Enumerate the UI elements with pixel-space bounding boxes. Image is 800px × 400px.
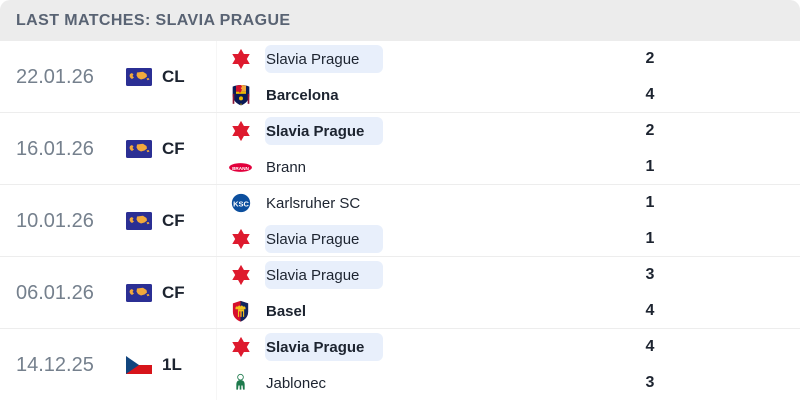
svg-text:BRANN: BRANN [232,165,249,170]
svg-text:KSC: KSC [233,199,249,208]
